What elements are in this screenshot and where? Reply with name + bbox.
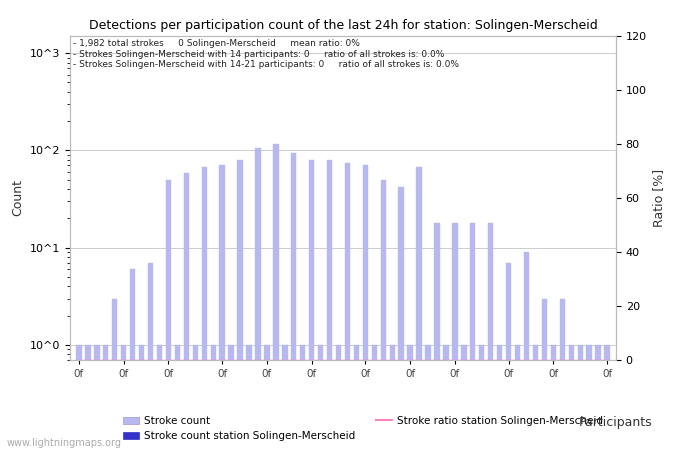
Bar: [220, 166, 225, 450]
Bar: [85, 345, 90, 450]
Bar: [381, 180, 386, 450]
Bar: [470, 223, 475, 450]
Legend: Stroke count, Stroke count station Solingen-Merscheid, Stroke ratio station Soli: Stroke count, Stroke count station Solin…: [119, 412, 607, 446]
Bar: [237, 160, 243, 450]
Bar: [256, 148, 260, 450]
Bar: [426, 345, 430, 450]
Bar: [443, 345, 449, 450]
Bar: [488, 223, 494, 450]
Bar: [94, 345, 99, 450]
Bar: [264, 345, 270, 450]
Bar: [345, 162, 350, 450]
Title: Detections per participation count of the last 24h for station: Solingen-Mersche: Detections per participation count of th…: [89, 19, 597, 32]
Bar: [578, 345, 583, 450]
Bar: [559, 298, 565, 450]
Bar: [193, 345, 198, 450]
Bar: [551, 345, 556, 450]
Bar: [398, 187, 404, 450]
Bar: [166, 180, 171, 450]
Bar: [228, 345, 234, 450]
Bar: [389, 345, 395, 450]
Bar: [202, 167, 207, 450]
Bar: [76, 345, 82, 450]
Bar: [103, 345, 108, 450]
Bar: [452, 223, 458, 450]
Bar: [461, 345, 466, 450]
Bar: [336, 345, 341, 450]
Y-axis label: Count: Count: [11, 180, 25, 216]
Bar: [273, 144, 279, 450]
Bar: [568, 345, 574, 450]
Text: www.lightningmaps.org: www.lightningmaps.org: [7, 438, 122, 448]
Bar: [533, 345, 538, 450]
Bar: [434, 223, 440, 450]
Bar: [407, 345, 413, 450]
Bar: [211, 345, 216, 450]
Bar: [542, 298, 547, 450]
Bar: [130, 269, 135, 450]
Bar: [363, 166, 368, 450]
Bar: [157, 345, 162, 450]
Text: Participants: Participants: [579, 416, 653, 429]
Bar: [121, 345, 127, 450]
Bar: [497, 345, 503, 450]
Bar: [416, 167, 422, 450]
Bar: [354, 345, 359, 450]
Y-axis label: Ratio [%]: Ratio [%]: [652, 169, 666, 227]
Bar: [515, 345, 520, 450]
Bar: [604, 345, 610, 450]
Bar: [282, 345, 288, 450]
Bar: [300, 345, 305, 450]
Bar: [587, 345, 592, 450]
Bar: [524, 252, 529, 450]
Bar: [112, 298, 118, 450]
Bar: [596, 345, 601, 450]
Bar: [246, 345, 252, 450]
Bar: [327, 160, 332, 450]
Bar: [318, 345, 323, 450]
Bar: [139, 345, 144, 450]
Text: - 1,982 total strokes     0 Solingen-Merscheid     mean ratio: 0%
- Strokes Soli: - 1,982 total strokes 0 Solingen-Mersche…: [73, 39, 459, 69]
Bar: [175, 345, 180, 450]
Bar: [148, 263, 153, 450]
Bar: [309, 160, 314, 450]
Bar: [479, 345, 484, 450]
Bar: [506, 263, 511, 450]
Bar: [183, 173, 189, 450]
Bar: [291, 153, 297, 450]
Bar: [372, 345, 377, 450]
